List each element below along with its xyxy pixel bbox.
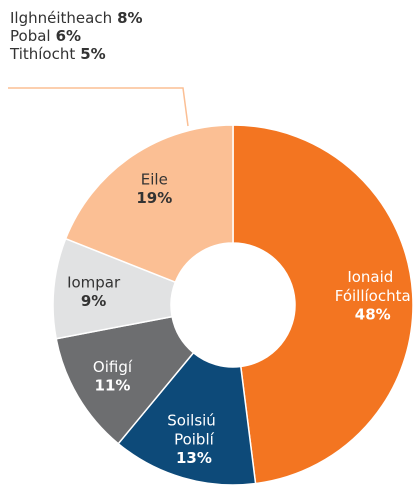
breakdown-name: Ilghnéitheach [10,9,112,27]
breakdown-value: 5% [80,45,105,63]
breakdown-value: 6% [56,27,81,45]
breakdown-line: Pobal 6% [10,27,81,45]
breakdown-line: Ilghnéitheach 8% [10,9,143,27]
breakdown-name: Pobal [10,27,51,45]
slice-value: 19% [136,189,172,207]
slice-value: 11% [95,376,131,394]
slice [64,124,234,284]
slice-label: Soilsiú Poiblí [167,411,220,448]
slice-label: Eile [141,170,168,188]
slice-label: Ionaid Fóillíochta [335,268,411,305]
slice-label: Oifigí [93,357,133,375]
leader-line [8,87,189,127]
slice-value: 9% [81,292,106,310]
slice [55,315,195,445]
slice-value: 48% [355,306,391,324]
slice-label: Iompar [67,273,121,291]
slice-value: 13% [176,449,212,467]
slice [232,124,414,485]
slice [117,351,257,486]
breakdown-line: Tithíocht 5% [9,45,106,63]
breakdown-value: 8% [117,9,142,27]
breakdown-name: Tithíocht [9,45,75,63]
